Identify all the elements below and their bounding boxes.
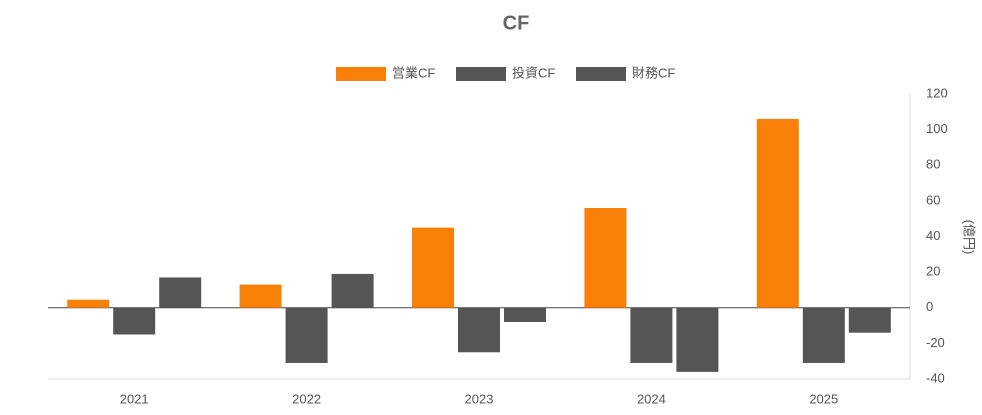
bar xyxy=(239,284,282,308)
bar xyxy=(756,118,799,308)
bar xyxy=(584,208,627,308)
legend-label: 投資CF xyxy=(512,65,555,80)
chart-title: CF xyxy=(503,12,530,34)
legend-swatch xyxy=(336,67,386,81)
y-tick-label: 40 xyxy=(926,228,940,243)
bar xyxy=(676,307,719,372)
bar xyxy=(630,307,673,363)
x-tick-label: 2024 xyxy=(637,391,666,406)
legend-swatch xyxy=(456,67,506,81)
legend-label: 営業CF xyxy=(392,65,435,80)
y-tick-label: -40 xyxy=(926,370,945,385)
y-axis-label: (億円) xyxy=(962,220,977,255)
y-tick-label: 20 xyxy=(926,264,940,279)
x-tick-label: 2023 xyxy=(465,391,494,406)
bar xyxy=(67,299,110,308)
bar xyxy=(159,277,202,308)
bar xyxy=(848,307,891,333)
y-tick-label: -20 xyxy=(926,335,945,350)
bar xyxy=(285,307,328,363)
bar xyxy=(331,273,374,308)
x-tick-label: 2021 xyxy=(120,391,149,406)
bar xyxy=(113,307,156,335)
bar xyxy=(504,307,546,322)
x-tick-label: 2025 xyxy=(809,391,838,406)
bar xyxy=(412,227,454,308)
bar xyxy=(458,307,500,353)
y-tick-label: 0 xyxy=(926,299,933,314)
y-tick-label: 100 xyxy=(926,121,948,136)
legend-label: 財務CF xyxy=(632,65,675,80)
legend-swatch xyxy=(576,67,626,81)
bar xyxy=(802,307,845,363)
y-tick-label: 120 xyxy=(926,85,948,100)
y-tick-label: 60 xyxy=(926,192,940,207)
x-tick-label: 2022 xyxy=(292,391,321,406)
y-tick-label: 80 xyxy=(926,157,940,172)
